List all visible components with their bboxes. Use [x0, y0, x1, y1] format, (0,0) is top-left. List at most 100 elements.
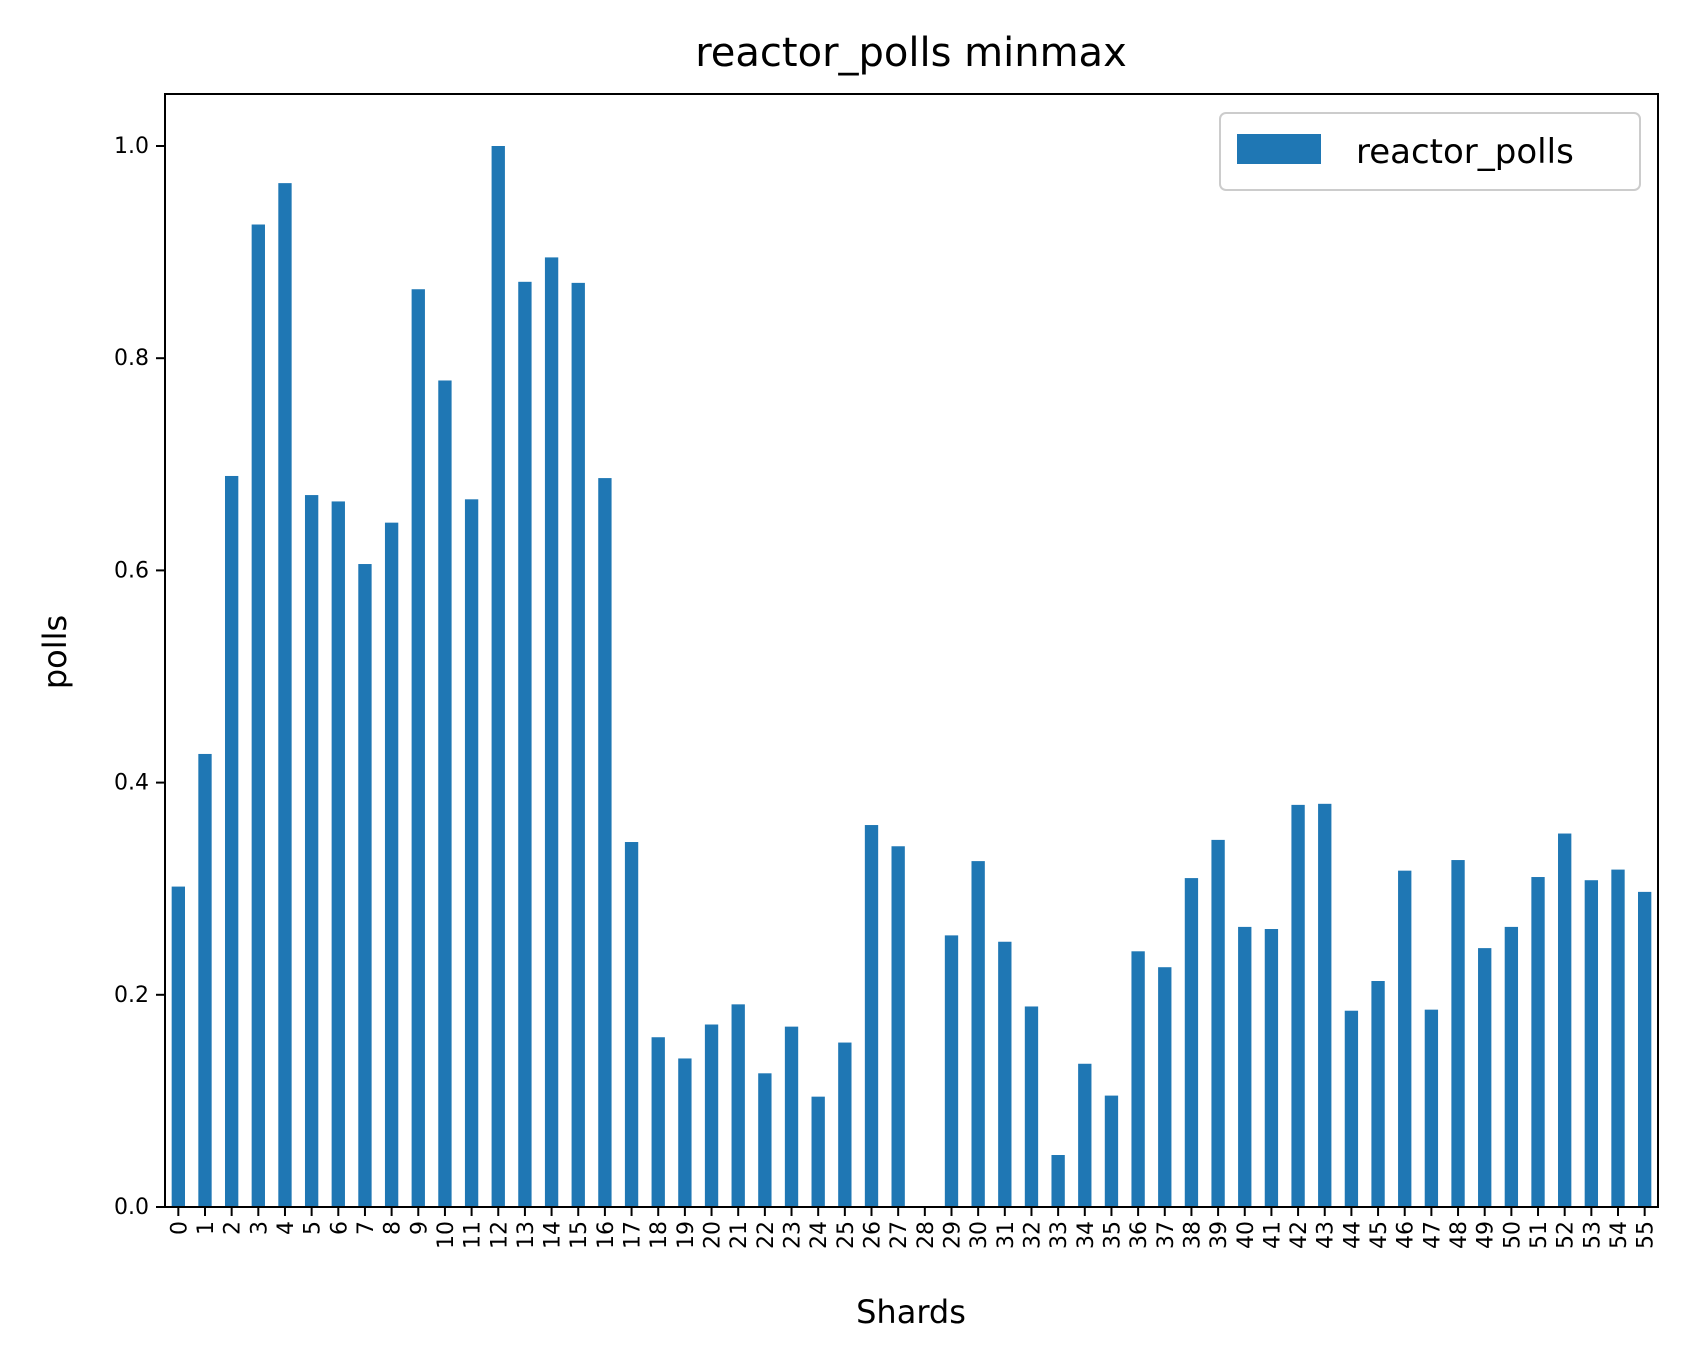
x-tick-label: 37 — [1154, 1221, 1179, 1249]
bar-shard-26 — [864, 825, 879, 1207]
bar-shard-25 — [838, 1042, 852, 1207]
bar-shard-46 — [1398, 870, 1412, 1207]
bar-shard-3 — [251, 224, 265, 1207]
x-tick-label: 47 — [1420, 1221, 1445, 1249]
bar-shard-2 — [224, 475, 239, 1208]
x-tick-label: 5 — [301, 1221, 326, 1235]
x-tick-label: 17 — [621, 1221, 646, 1249]
x-tick-label: 21 — [727, 1221, 752, 1249]
x-tick-label: 14 — [541, 1221, 566, 1249]
x-tick-label: 32 — [1020, 1221, 1045, 1249]
x-tick-label: 30 — [967, 1221, 992, 1249]
x-tick-label: 26 — [861, 1221, 886, 1249]
x-tick-label: 16 — [594, 1221, 619, 1249]
x-tick-label: 33 — [1047, 1221, 1072, 1249]
bar-shard-13 — [518, 281, 532, 1207]
legend-box — [1219, 112, 1641, 191]
bar-shard-52 — [1558, 833, 1572, 1207]
bar-shard-35 — [1104, 1095, 1119, 1207]
y-tick-label: 0.4 — [114, 771, 149, 796]
bar-shard-1 — [198, 753, 212, 1207]
x-tick-label: 48 — [1447, 1221, 1472, 1249]
x-tick-label: 45 — [1367, 1221, 1392, 1249]
x-axis: 0 1 2 3 4 5 6 7 8 9 10 11 12 13 14 15 16 17 18 19 20 21 22 23 24… — [167, 1207, 1659, 1249]
x-tick-label: 10 — [434, 1221, 459, 1249]
x-tick-label: 13 — [514, 1221, 539, 1249]
x-tick-label: 3 — [247, 1221, 272, 1235]
x-tick-label: 9 — [407, 1221, 432, 1235]
plot-area-frame — [164, 93, 1659, 1208]
x-tick-label: 25 — [834, 1221, 859, 1249]
y-tick-label: 0.6 — [114, 558, 149, 583]
chart-title: reactor_polls minmax — [695, 30, 1127, 76]
x-tick-label: 15 — [567, 1221, 592, 1249]
bar-shard-19 — [678, 1058, 692, 1207]
bar-shard-38 — [1184, 878, 1199, 1207]
legend: reactor_polls — [1219, 112, 1641, 191]
bar-shard-0 — [171, 886, 185, 1207]
legend-swatch — [1237, 134, 1321, 164]
x-tick-label: 50 — [1500, 1221, 1525, 1249]
x-tick-label: 11 — [461, 1221, 486, 1249]
bar-shard-11 — [464, 499, 479, 1207]
bar-shard-27 — [891, 846, 905, 1207]
bar-shard-50 — [1504, 926, 1519, 1207]
bar-shard-43 — [1318, 803, 1332, 1207]
x-tick-label: 18 — [647, 1221, 672, 1249]
x-tick-label: 41 — [1260, 1221, 1285, 1249]
bar-shard-39 — [1211, 839, 1225, 1207]
bar-shard-18 — [651, 1037, 665, 1207]
x-tick-label: 0 — [167, 1221, 192, 1235]
x-tick-label: 24 — [807, 1221, 832, 1249]
x-tick-label: 36 — [1127, 1221, 1152, 1249]
bar-shard-31 — [998, 941, 1012, 1207]
x-tick-label: 55 — [1634, 1221, 1659, 1249]
x-tick-label: 46 — [1394, 1221, 1419, 1249]
bar-shard-44 — [1344, 1010, 1359, 1207]
bar-shard-12 — [491, 146, 505, 1207]
x-tick-label: 44 — [1340, 1221, 1365, 1249]
x-tick-label: 53 — [1580, 1221, 1605, 1249]
x-tick-label: 31 — [994, 1221, 1019, 1249]
x-tick-label: 27 — [887, 1221, 912, 1249]
bar-shard-32 — [1024, 1006, 1039, 1207]
bar-shard-36 — [1131, 951, 1145, 1207]
bar-shard-49 — [1478, 948, 1492, 1207]
bar-shard-9 — [411, 289, 425, 1207]
bar-shard-29 — [944, 935, 959, 1207]
x-tick-label: 38 — [1180, 1221, 1205, 1249]
x-axis-label: Shards — [856, 1293, 966, 1331]
y-axis: 0.0 0.2 0.4 0.6 0.8 1.0 — [114, 134, 165, 1220]
bar-shard-34 — [1078, 1063, 1092, 1207]
bar-shard-47 — [1424, 1009, 1439, 1207]
y-tick-label: 0.2 — [114, 983, 149, 1008]
x-tick-label: 22 — [754, 1221, 779, 1249]
bar-shard-45 — [1371, 981, 1385, 1207]
x-tick-label: 35 — [1100, 1221, 1125, 1249]
x-tick-label: 1 — [194, 1221, 219, 1235]
bar-shard-30 — [971, 861, 985, 1207]
x-tick-label: 51 — [1527, 1221, 1552, 1249]
bar-shard-40 — [1238, 926, 1252, 1207]
x-tick-label: 54 — [1607, 1221, 1632, 1249]
x-tick-label: 4 — [274, 1221, 299, 1235]
x-tick-label: 2 — [221, 1221, 246, 1235]
bar-shard-5 — [304, 495, 319, 1207]
x-tick-label: 19 — [674, 1221, 699, 1249]
x-tick-label: 6 — [327, 1221, 352, 1235]
bar-shard-42 — [1291, 804, 1305, 1207]
x-tick-label: 23 — [781, 1221, 806, 1249]
x-tick-label: 42 — [1287, 1221, 1312, 1249]
bar-shard-21 — [731, 1004, 745, 1207]
bar-shard-22 — [758, 1073, 772, 1207]
bar-shard-41 — [1264, 929, 1279, 1207]
bar-shard-33 — [1051, 1155, 1065, 1207]
bar-shard-55 — [1638, 891, 1652, 1207]
bar-shard-4 — [278, 183, 292, 1207]
bar-shard-8 — [384, 522, 399, 1207]
bar-shard-53 — [1584, 880, 1599, 1207]
bar-shard-51 — [1531, 877, 1545, 1207]
bar-shard-7 — [358, 564, 372, 1207]
bar-shard-6 — [331, 501, 345, 1207]
x-tick-label: 7 — [354, 1221, 379, 1235]
